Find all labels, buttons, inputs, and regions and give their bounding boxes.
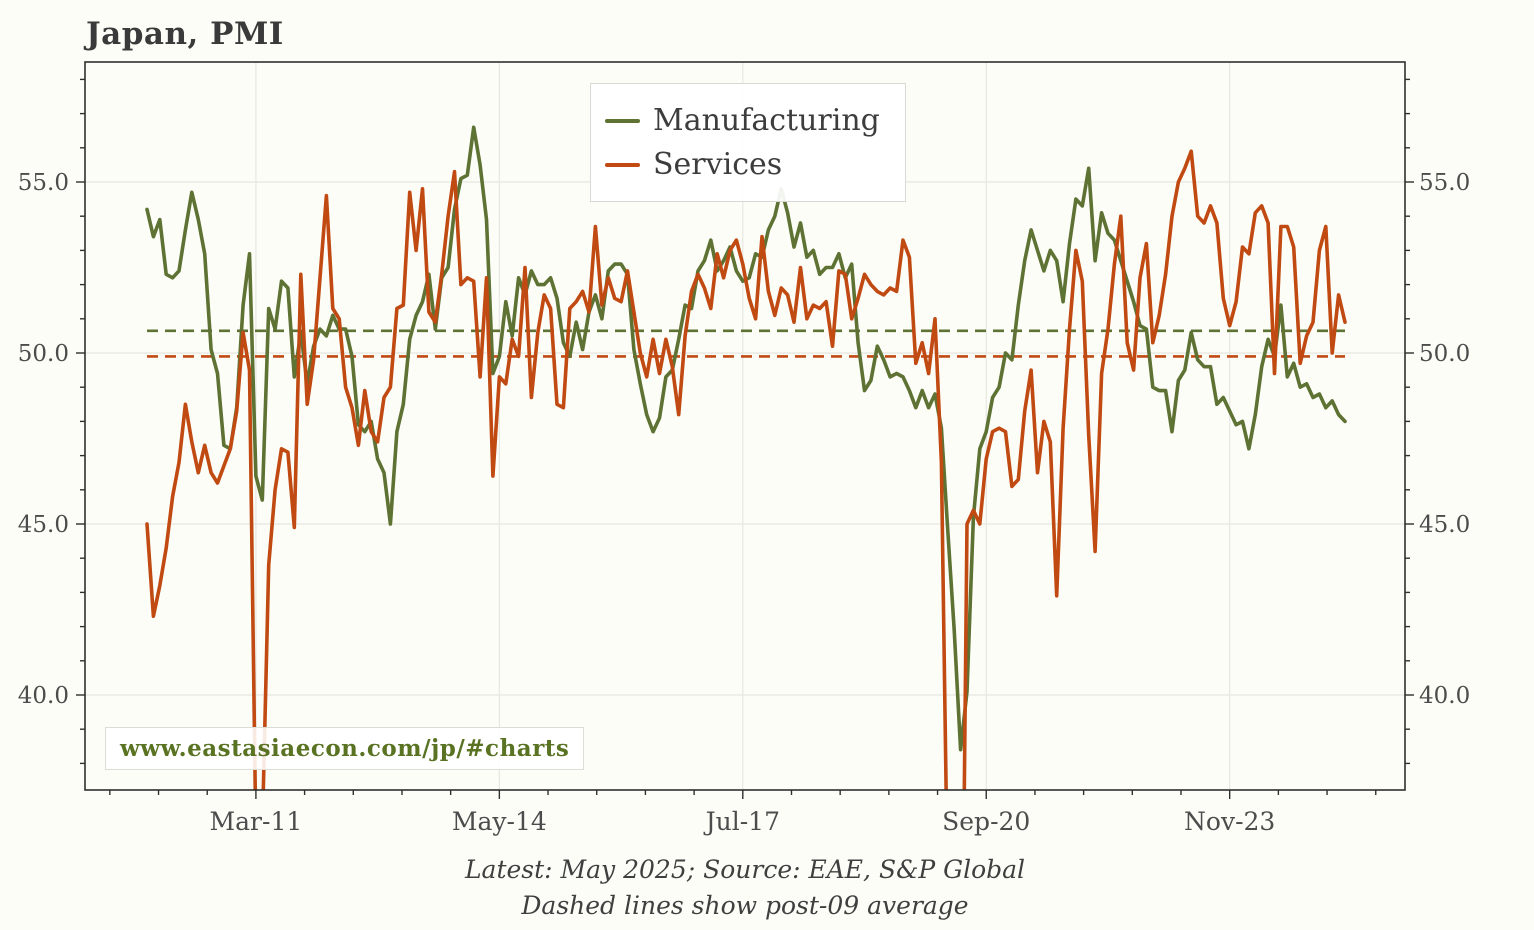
legend-item-services: Services <box>605 146 905 182</box>
y-tick-label-right: 55.0 <box>1419 170 1470 196</box>
legend: Manufacturing Services <box>590 83 906 202</box>
legend-label-services: Services <box>653 146 783 182</box>
legend-label-manufacturing: Manufacturing <box>653 102 880 138</box>
footer-source-line: Latest: May 2025; Source: EAE, S&P Globa… <box>464 855 1026 884</box>
watermark-url: www.eastasiaecon.com/jp/#charts <box>120 735 570 762</box>
x-axis-labels: Mar-11 May-14 Jul-17 Sep-20 Nov-23 <box>210 807 1276 836</box>
services-line-swatch <box>605 162 640 167</box>
axis-ticks <box>76 78 1414 799</box>
y-tick-label-left: 50.0 <box>18 341 69 367</box>
x-tick-label: May-14 <box>452 807 547 836</box>
x-tick-label: Jul-17 <box>703 807 780 836</box>
x-tick-label: Mar-11 <box>210 807 303 836</box>
y-tick-label-left: 40.0 <box>18 683 69 709</box>
manufacturing-line-swatch <box>605 118 640 123</box>
x-tick-label: Nov-23 <box>1184 807 1275 836</box>
footer-note-line: Dashed lines show post-09 average <box>521 891 969 920</box>
y-tick-label-left: 55.0 <box>18 170 69 196</box>
legend-item-manufacturing: Manufacturing <box>605 102 905 138</box>
y-tick-label-right: 40.0 <box>1419 683 1470 709</box>
y-axis-labels: 40.0 40.0 45.0 45.0 50.0 50.0 55.0 55.0 <box>18 170 1470 709</box>
y-tick-label-right: 45.0 <box>1419 512 1470 538</box>
chart-footer: Latest: May 2025; Source: EAE, S&P Globa… <box>85 852 1405 924</box>
services-series-line <box>145 149 1347 790</box>
y-tick-label-right: 50.0 <box>1419 341 1470 367</box>
plot-border <box>84 61 1406 791</box>
chart-title: Japan, PMI <box>86 16 284 52</box>
y-tick-label-left: 45.0 <box>18 512 69 538</box>
watermark-box: www.eastasiaecon.com/jp/#charts <box>105 727 585 770</box>
x-tick-label: Sep-20 <box>942 807 1030 836</box>
